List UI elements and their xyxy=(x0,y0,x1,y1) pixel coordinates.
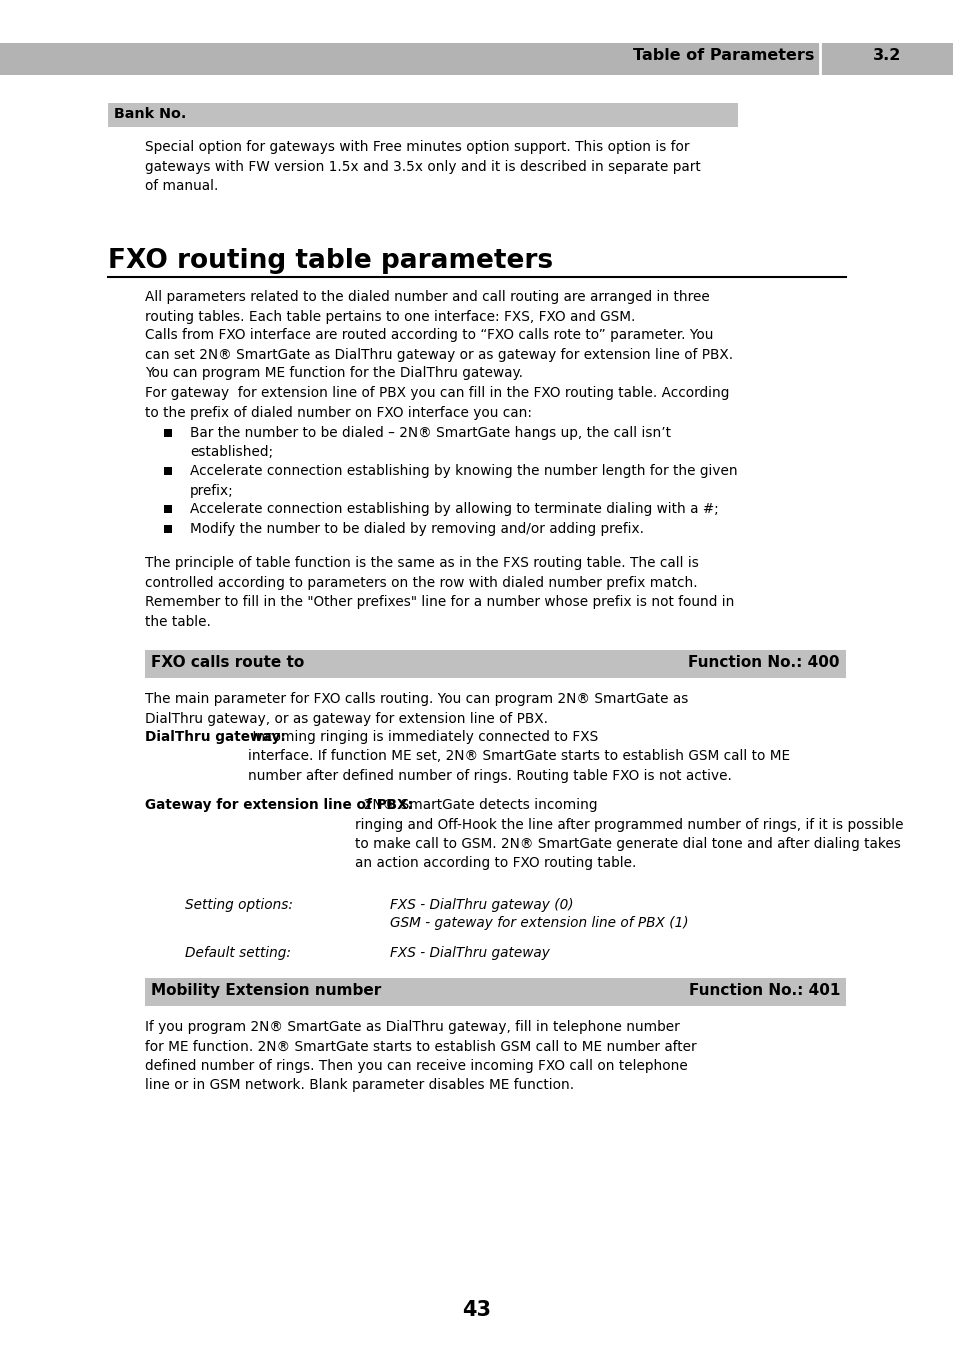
Bar xyxy=(164,467,172,475)
Text: The main parameter for FXO calls routing. You can program 2N® SmartGate as
DialT: The main parameter for FXO calls routing… xyxy=(145,693,688,725)
Text: Gateway for extension line of PBX:: Gateway for extension line of PBX: xyxy=(145,798,413,811)
Text: Accelerate connection establishing by allowing to terminate dialing with a #;: Accelerate connection establishing by al… xyxy=(190,502,718,516)
Text: 43: 43 xyxy=(462,1300,491,1320)
Text: You can program ME function for the DialThru gateway.: You can program ME function for the Dial… xyxy=(145,366,522,379)
Text: GSM - gateway for extension line of PBX (1): GSM - gateway for extension line of PBX … xyxy=(390,917,688,930)
Text: Incoming ringing is immediately connected to FXS
interface. If function ME set, : Incoming ringing is immediately connecte… xyxy=(248,730,790,783)
Text: FXO calls route to: FXO calls route to xyxy=(151,655,304,670)
Text: FXO routing table parameters: FXO routing table parameters xyxy=(108,248,553,274)
Bar xyxy=(108,103,738,127)
Bar xyxy=(164,429,172,437)
Bar xyxy=(0,43,953,76)
Text: Function No.: 400: Function No.: 400 xyxy=(688,655,840,670)
Text: Default setting:: Default setting: xyxy=(185,946,291,960)
Text: Bank No.: Bank No. xyxy=(113,107,186,122)
Text: DialThru gateway:: DialThru gateway: xyxy=(145,730,286,744)
Text: Mobility Extension number: Mobility Extension number xyxy=(151,983,381,998)
Text: Setting options:: Setting options: xyxy=(185,898,293,913)
Text: FXS - DialThru gateway: FXS - DialThru gateway xyxy=(390,946,549,960)
Text: The principle of table function is the same as in the FXS routing table. The cal: The principle of table function is the s… xyxy=(145,556,734,629)
Text: 3.2: 3.2 xyxy=(872,49,901,63)
Text: Calls from FXO interface are routed according to “FXO calls rote to” parameter. : Calls from FXO interface are routed acco… xyxy=(145,328,732,362)
Text: Function No.: 401: Function No.: 401 xyxy=(688,983,840,998)
Bar xyxy=(145,649,845,678)
Text: 2N® SmartGate detects incoming
ringing and Off-Hook the line after programmed nu: 2N® SmartGate detects incoming ringing a… xyxy=(355,798,902,871)
Text: Accelerate connection establishing by knowing the number length for the given
pr: Accelerate connection establishing by kn… xyxy=(190,464,737,498)
Text: Modify the number to be dialed by removing and/or adding prefix.: Modify the number to be dialed by removi… xyxy=(190,522,643,536)
Text: Bar the number to be dialed – 2N® SmartGate hangs up, the call isn’t
established: Bar the number to be dialed – 2N® SmartG… xyxy=(190,427,670,459)
Text: Special option for gateways with Free minutes option support. This option is for: Special option for gateways with Free mi… xyxy=(145,140,700,193)
Text: All parameters related to the dialed number and call routing are arranged in thr: All parameters related to the dialed num… xyxy=(145,290,709,324)
Text: FXS - DialThru gateway (0): FXS - DialThru gateway (0) xyxy=(390,898,573,913)
Text: Table of Parameters: Table of Parameters xyxy=(632,49,813,63)
Text: If you program 2N® SmartGate as DialThru gateway, fill in telephone number
for M: If you program 2N® SmartGate as DialThru… xyxy=(145,1021,696,1092)
Bar xyxy=(145,977,845,1006)
Text: For gateway  for extension line of PBX you can fill in the FXO routing table. Ac: For gateway for extension line of PBX yo… xyxy=(145,386,729,420)
Bar xyxy=(164,505,172,513)
Bar xyxy=(164,525,172,533)
